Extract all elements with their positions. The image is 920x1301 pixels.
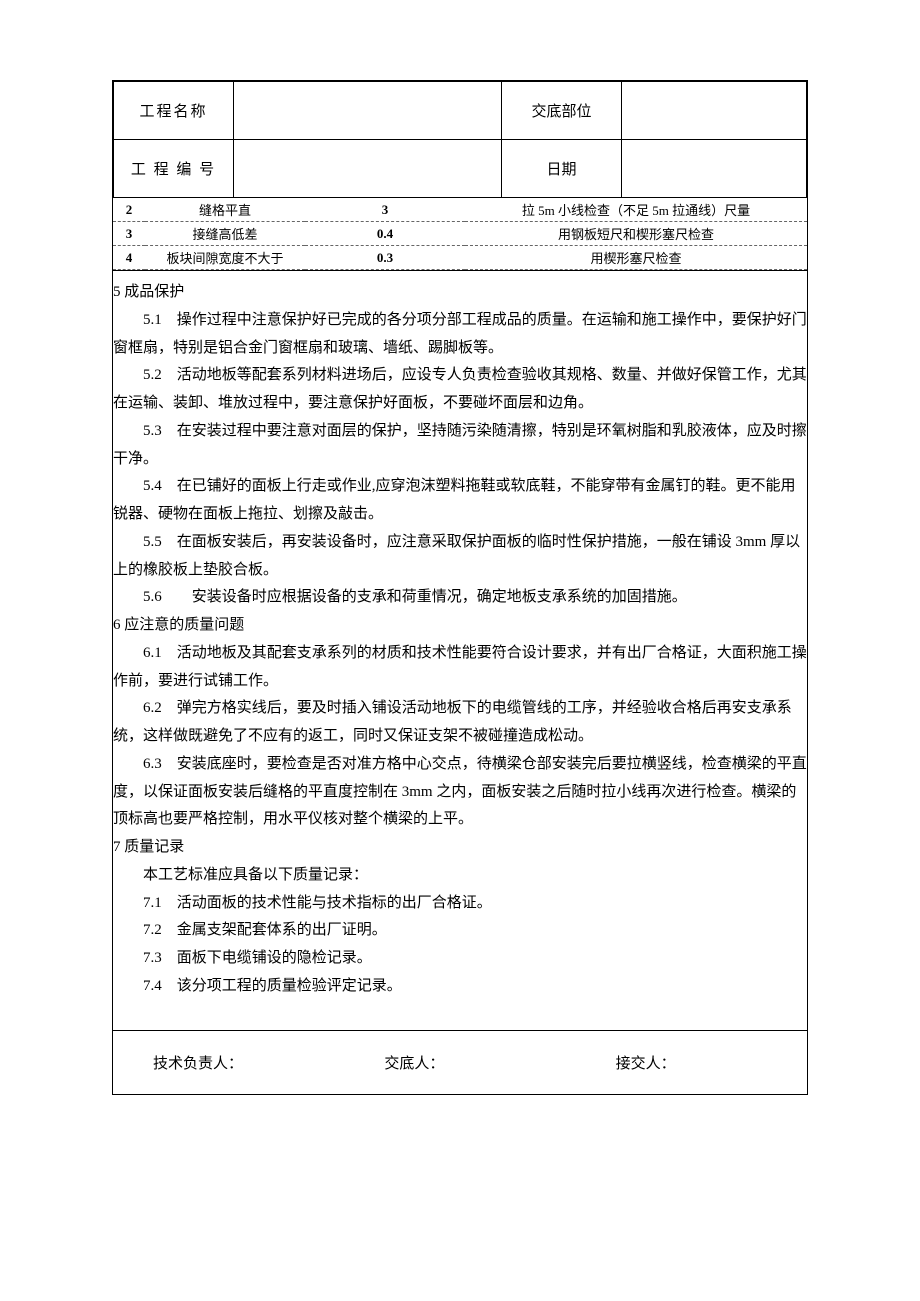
disclose-part-label: 交底部位	[502, 82, 622, 140]
cell-value: 0.4	[305, 222, 465, 246]
signature-row: 技术负责人： 交底人： 接交人：	[113, 1030, 807, 1094]
paragraph-5-6: 5.6 安装设备时应根据设备的支承和荷重情况，确定地板支承系统的加固措施。	[113, 584, 807, 612]
paragraph-5-1: 5.1 操作过程中注意保护好已完成的各分项分部工程成品的质量。在运输和施工操作中…	[113, 307, 807, 363]
sig-tech-lead: 技术负责人：	[113, 1052, 344, 1073]
sig-discloser: 交底人：	[344, 1052, 575, 1073]
section-7-title: 7 质量记录	[113, 834, 807, 862]
body-text-block: 5 成品保护 5.1 操作过程中注意保护好已完成的各分项分部工程成品的质量。在运…	[113, 270, 807, 1030]
form-frame: 工程名称 交底部位 工 程 编 号 日期 2缝格平直3拉 5m 小线检查（不足 …	[112, 80, 808, 1095]
paragraph-5-3: 5.3 在安装过程中要注意对面层的保护，坚持随污染随清擦，特别是环氧树脂和乳胶液…	[113, 418, 807, 474]
project-name-value	[234, 82, 502, 140]
project-name-label: 工程名称	[114, 82, 234, 140]
header-row-2: 工 程 编 号 日期	[114, 140, 807, 198]
disclose-part-value	[622, 82, 807, 140]
cell-index: 3	[113, 222, 145, 246]
paragraph-7-3: 7.3 面板下电缆铺设的隐检记录。	[113, 945, 807, 973]
paragraph-5-5: 5.5 在面板安装后，再安装设备时，应注意采取保护面板的临时性保护措施，一般在铺…	[113, 529, 807, 585]
cell-index: 2	[113, 198, 145, 222]
header-row-1: 工程名称 交底部位	[114, 82, 807, 140]
cell-method: 用楔形塞尺检查	[465, 246, 807, 270]
paragraph-5-4: 5.4 在已铺好的面板上行走或作业,应穿泡沫塑料拖鞋或软底鞋，不能穿带有金属钉的…	[113, 473, 807, 529]
header-table: 工程名称 交底部位 工 程 编 号 日期	[113, 81, 807, 198]
table-row: 2缝格平直3拉 5m 小线检查（不足 5m 拉通线）尺量	[113, 198, 807, 222]
paragraph-7-intro: 本工艺标准应具备以下质量记录：	[113, 862, 807, 890]
paragraph-7-4: 7.4 该分项工程的质量检验评定记录。	[113, 973, 807, 1001]
cell-item: 板块间隙宽度不大于	[145, 246, 305, 270]
cell-method: 用钢板短尺和楔形塞尺检查	[465, 222, 807, 246]
cell-value: 0.3	[305, 246, 465, 270]
project-no-value	[234, 140, 502, 198]
cell-value: 3	[305, 198, 465, 222]
date-label: 日期	[502, 140, 622, 198]
cell-index: 4	[113, 246, 145, 270]
table-row: 4板块间隙宽度不大于0.3用楔形塞尺检查	[113, 246, 807, 270]
cell-method: 拉 5m 小线检查（不足 5m 拉通线）尺量	[465, 198, 807, 222]
cell-item: 缝格平直	[145, 198, 305, 222]
paragraph-7-1: 7.1 活动面板的技术性能与技术指标的出厂合格证。	[113, 890, 807, 918]
date-value	[622, 140, 807, 198]
section-6-title: 6 应注意的质量问题	[113, 612, 807, 640]
paragraph-7-2: 7.2 金属支架配套体系的出厂证明。	[113, 917, 807, 945]
tolerance-table: 2缝格平直3拉 5m 小线检查（不足 5m 拉通线）尺量3接缝高低差0.4用钢板…	[113, 198, 807, 270]
paragraph-5-2: 5.2 活动地板等配套系列材料进场后，应设专人负责检查验收其规格、数量、并做好保…	[113, 362, 807, 418]
document-page: 工程名称 交底部位 工 程 编 号 日期 2缝格平直3拉 5m 小线检查（不足 …	[0, 0, 920, 1095]
sig-receiver: 接交人：	[576, 1052, 807, 1073]
paragraph-6-1: 6.1 活动地板及其配套支承系列的材质和技术性能要符合设计要求，并有出厂合格证，…	[113, 640, 807, 696]
paragraph-6-2: 6.2 弹完方格实线后，要及时插入铺设活动地板下的电缆管线的工序，并经验收合格后…	[113, 695, 807, 751]
project-no-label: 工 程 编 号	[114, 140, 234, 198]
section-5-title: 5 成品保护	[113, 279, 807, 307]
paragraph-6-3: 6.3 安装底座时，要检查是否对准方格中心交点，待横梁仓部安装完后要拉横竖线，检…	[113, 751, 807, 834]
cell-item: 接缝高低差	[145, 222, 305, 246]
table-row: 3接缝高低差0.4用钢板短尺和楔形塞尺检查	[113, 222, 807, 246]
